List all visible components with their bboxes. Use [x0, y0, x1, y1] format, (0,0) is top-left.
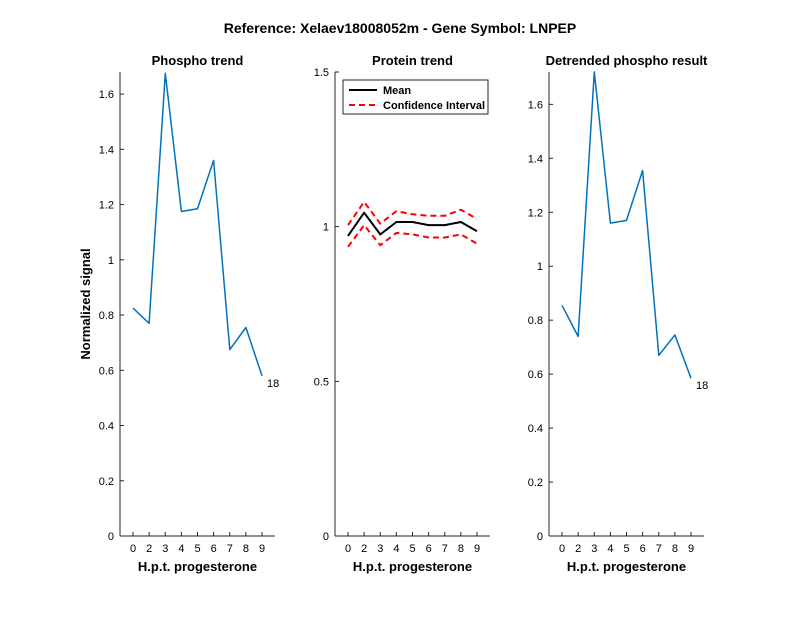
x-axis-label: H.p.t. progesterone [138, 559, 257, 574]
x-tick-label: 0 [559, 543, 565, 555]
series-line [132, 72, 263, 377]
legend-mean-label: Mean [383, 85, 411, 97]
y-tick-label: 1.6 [99, 89, 114, 101]
x-tick-label: 8 [243, 543, 249, 555]
x-tick-label: 4 [393, 543, 399, 555]
x-tick-label: 2 [146, 543, 152, 555]
x-tick-label: 9 [259, 543, 265, 555]
y-tick-label: 0.2 [99, 476, 114, 488]
y-tick-label: 0.6 [528, 369, 543, 381]
x-tick-label: 0 [130, 543, 136, 555]
x-tick-label: 7 [442, 543, 448, 555]
y-tick-label: 0.4 [99, 421, 114, 433]
x-axis-label: H.p.t. progesterone [353, 559, 472, 574]
point-annotation: 18 [267, 378, 279, 390]
ci-lower-line [347, 224, 478, 248]
y-tick-label: 1.4 [99, 144, 114, 156]
y-tick-label: 0 [323, 531, 329, 543]
point-annotation: 18 [696, 380, 708, 392]
x-tick-label: 9 [688, 543, 694, 555]
legend: Mean Confidence Interval [342, 79, 489, 115]
x-tick-label: 7 [227, 543, 233, 555]
y-tick-label: 1.6 [528, 99, 543, 111]
x-tick-label: 4 [607, 543, 613, 555]
x-tick-label: 6 [640, 543, 646, 555]
x-tick-label: 7 [656, 543, 662, 555]
series-line [561, 71, 692, 379]
y-tick-label: 0.4 [528, 423, 543, 435]
y-tick-label: 1 [537, 261, 543, 273]
x-tick-label: 6 [211, 543, 217, 555]
plot-title: Detrended phospho result [546, 53, 708, 68]
x-tick-label: 4 [178, 543, 184, 555]
y-tick-label: 1 [108, 255, 114, 267]
x-tick-label: 8 [672, 543, 678, 555]
figure-title: Reference: Xelaev18008052m - Gene Symbol… [224, 20, 577, 36]
y-tick-label: 0.5 [314, 376, 329, 388]
x-tick-label: 3 [591, 543, 597, 555]
x-tick-label: 5 [409, 543, 415, 555]
ci-upper-line [347, 200, 478, 226]
y-tick-label: 0 [108, 531, 114, 543]
plot-title: Protein trend [372, 53, 453, 68]
y-tick-label: 0.8 [528, 315, 543, 327]
x-tick-label: 8 [458, 543, 464, 555]
x-tick-label: 5 [194, 543, 200, 555]
x-tick-label: 3 [162, 543, 168, 555]
x-tick-label: 3 [377, 543, 383, 555]
plot-title: Phospho trend [152, 53, 244, 68]
y-tick-label: 0 [537, 531, 543, 543]
y-tick-label: 1 [323, 222, 329, 234]
y-tick-label: 1.2 [99, 200, 114, 212]
y-tick-label: 1.5 [314, 67, 329, 79]
x-tick-label: 2 [361, 543, 367, 555]
legend-ci-label: Confidence Interval [383, 100, 485, 112]
x-tick-label: 5 [623, 543, 629, 555]
y-axis-label: Normalized signal [78, 248, 93, 359]
legend-box [342, 79, 489, 115]
y-tick-label: 0.6 [99, 365, 114, 377]
x-tick-label: 6 [426, 543, 432, 555]
y-tick-label: 1.2 [528, 207, 543, 219]
y-tick-label: 0.8 [99, 310, 114, 322]
y-tick-label: 0.2 [528, 477, 543, 489]
x-axis-label: H.p.t. progesterone [567, 559, 686, 574]
x-tick-label: 2 [575, 543, 581, 555]
x-tick-label: 9 [474, 543, 480, 555]
x-tick-label: 0 [345, 543, 351, 555]
mean-line [347, 211, 478, 237]
y-tick-label: 1.4 [528, 153, 543, 165]
